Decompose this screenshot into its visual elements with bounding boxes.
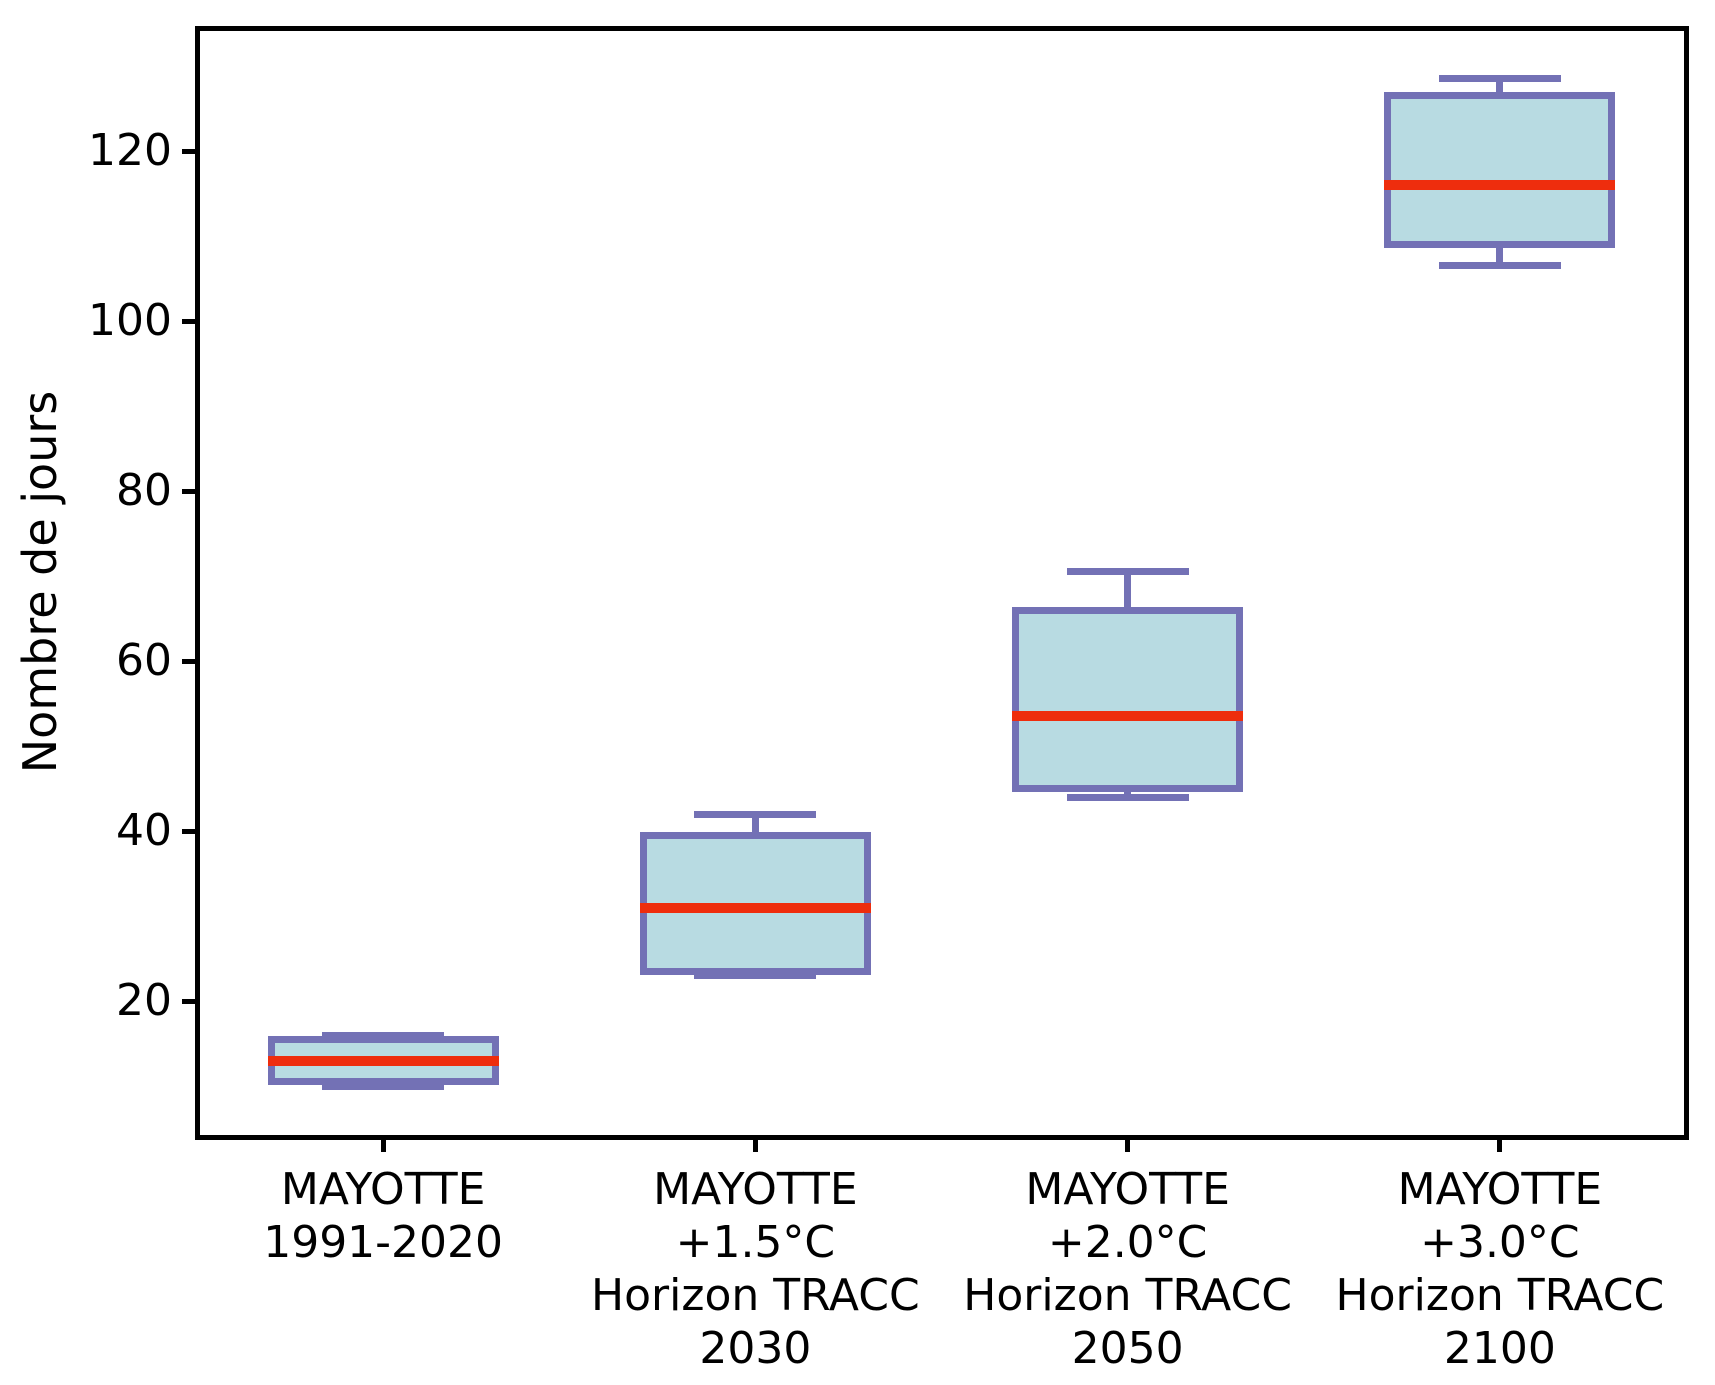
- x-tick-label: MAYOTTE 1991-2020: [263, 1164, 504, 1268]
- x-tick-mark: [752, 1137, 758, 1152]
- whisker-cap-top: [322, 1031, 445, 1039]
- y-axis-label: Nombre de jours: [13, 390, 67, 773]
- whisker-stem-bottom: [1496, 244, 1504, 266]
- median-line: [267, 1055, 499, 1066]
- whisker-cap-top: [1438, 75, 1561, 83]
- y-tick-mark: [182, 318, 197, 324]
- y-tick-label: 120: [88, 125, 172, 177]
- whisker-stem-top: [1124, 571, 1132, 611]
- whisker-stem-top: [751, 814, 759, 836]
- x-tick-label: MAYOTTE +2.0°C Horizon TRACC 2050: [963, 1164, 1292, 1374]
- x-tick-label: MAYOTTE +3.0°C Horizon TRACC 2100: [1335, 1164, 1665, 1374]
- y-tick-mark: [182, 488, 197, 494]
- median-line: [1012, 711, 1244, 722]
- median-line: [1384, 180, 1616, 191]
- whisker-cap-bottom: [1066, 793, 1189, 801]
- x-tick-mark: [1125, 1137, 1131, 1152]
- y-tick-mark: [182, 148, 197, 154]
- y-tick-label: 80: [116, 465, 172, 517]
- whisker-stem-bottom: [1124, 788, 1132, 798]
- x-tick-label: MAYOTTE +1.5°C Horizon TRACC 2030: [591, 1164, 920, 1374]
- median-line: [639, 902, 871, 913]
- y-tick-label: 20: [116, 975, 172, 1027]
- whisker-cap-bottom: [694, 972, 817, 980]
- whisker-cap-bottom: [322, 1082, 445, 1090]
- box-rect: [1012, 606, 1244, 793]
- x-tick-mark: [380, 1137, 386, 1152]
- plot-area: [194, 25, 1689, 1140]
- y-tick-label: 100: [88, 295, 172, 347]
- y-tick-mark: [182, 998, 197, 1004]
- x-tick-mark: [1497, 1137, 1503, 1152]
- whisker-cap-top: [1066, 568, 1189, 576]
- box-rect: [1384, 92, 1616, 249]
- y-tick-mark: [182, 658, 197, 664]
- y-tick-label: 60: [116, 635, 172, 687]
- y-tick-mark: [182, 828, 197, 834]
- whisker-stem-top: [1496, 78, 1504, 96]
- whisker-cap-bottom: [1438, 262, 1561, 270]
- y-tick-label: 40: [116, 805, 172, 857]
- whisker-cap-top: [694, 810, 817, 818]
